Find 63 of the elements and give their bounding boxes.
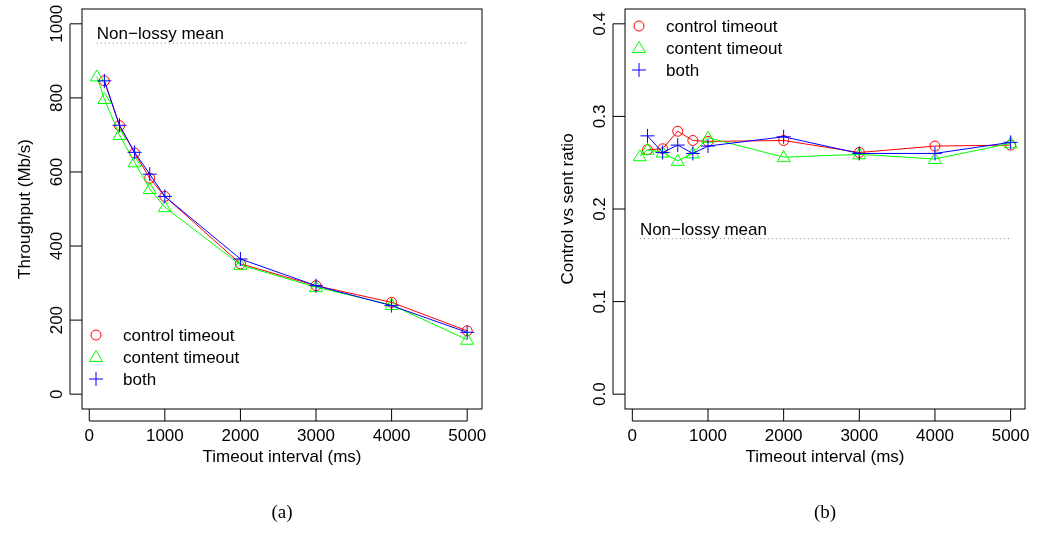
- y-tick-label: 0: [47, 389, 66, 399]
- point: [927, 145, 943, 161]
- point: [672, 125, 684, 137]
- x-tick-label: 3000: [840, 426, 879, 445]
- point: [776, 150, 791, 163]
- y-axis-title: Control vs sent ratio: [558, 133, 577, 285]
- x-tick-label: 1000: [689, 426, 727, 445]
- point: [232, 251, 248, 267]
- x-tick-label: 2000: [764, 426, 803, 445]
- x-tick-label: 1000: [145, 426, 184, 445]
- legend-label: control timeout: [123, 326, 235, 345]
- point: [89, 69, 104, 82]
- x-tick-label: 3000: [297, 426, 335, 445]
- legend-label: control timeout: [666, 17, 778, 36]
- point: [384, 298, 400, 314]
- x-tick-label: 0: [627, 426, 638, 445]
- x-tick-label: 5000: [448, 426, 487, 445]
- ref-line-label: Non−lossy mean: [96, 24, 224, 44]
- point: [144, 172, 156, 184]
- y-tick-label: 0.1: [590, 289, 609, 314]
- y-tick-label: 400: [47, 231, 66, 261]
- point: [687, 134, 699, 146]
- y-tick-label: 1000: [47, 4, 66, 43]
- point: [670, 137, 686, 153]
- x-tick-label: 4000: [372, 426, 411, 445]
- point: [929, 140, 941, 152]
- legend-label: content timeout: [666, 39, 783, 58]
- y-axis-title: Throughput (Mb/s): [15, 139, 34, 279]
- point: [701, 130, 715, 143]
- legend-label: both: [123, 370, 157, 389]
- point: [632, 149, 647, 162]
- x-tick-label: 0: [84, 426, 94, 445]
- point: [639, 128, 655, 144]
- y-tick-label: 0.3: [590, 104, 609, 129]
- point: [927, 152, 942, 164]
- point: [776, 129, 792, 145]
- x-tick-label: 2000: [221, 426, 260, 445]
- point: [142, 182, 157, 194]
- point: [112, 127, 127, 140]
- x-axis-title: Timeout interval (ms): [745, 447, 905, 466]
- y-tick-label: 0.4: [590, 11, 609, 36]
- text: (a): [271, 501, 293, 523]
- y-tick-label: 200: [47, 305, 66, 335]
- x-tick-label: 4000: [916, 426, 954, 445]
- text: (b): [813, 501, 837, 523]
- point: [127, 155, 142, 168]
- point: [97, 92, 112, 104]
- point: [142, 166, 158, 182]
- point: [670, 153, 685, 166]
- y-tick-label: 600: [47, 157, 66, 187]
- point: [700, 138, 716, 154]
- x-tick-label: 5000: [991, 426, 1030, 445]
- legend-label: both: [666, 61, 700, 80]
- x-axis-title: Timeout interval (ms): [202, 447, 362, 466]
- y-tick-label: 0.0: [590, 382, 609, 407]
- y-tick-label: 800: [47, 83, 66, 113]
- point: [157, 200, 172, 213]
- legend-label: content timeout: [123, 348, 240, 367]
- y-tick-label: 0.2: [590, 197, 609, 221]
- point: [778, 134, 790, 146]
- point: [460, 332, 475, 345]
- point: [702, 135, 714, 147]
- ref-line-label: Non−lossy mean: [639, 219, 767, 239]
